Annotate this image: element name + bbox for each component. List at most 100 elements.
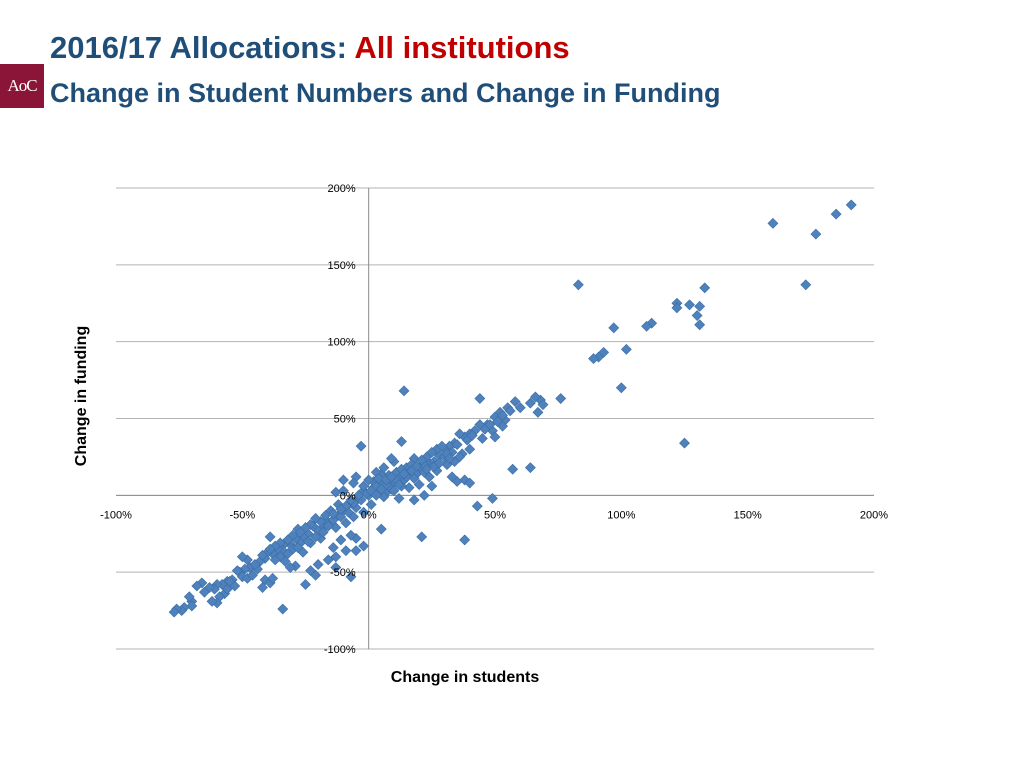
data-point — [284, 562, 296, 573]
aoc-logo: AoC — [0, 64, 44, 108]
data-point — [403, 482, 415, 494]
data-point — [615, 382, 627, 394]
data-point — [416, 531, 428, 543]
data-point — [186, 600, 198, 612]
data-point — [378, 462, 390, 474]
data-point — [484, 419, 496, 431]
tick-labels: -100% -50% 0% 50% 100% 150% 200% -100% -50% 0% 50%… — [100, 183, 888, 656]
data-point — [385, 453, 397, 464]
data-point — [363, 474, 375, 486]
data-point — [694, 319, 706, 331]
data-point — [454, 428, 466, 440]
data-point — [466, 429, 478, 441]
data-point — [691, 310, 703, 321]
data-point — [322, 554, 334, 566]
data-point — [454, 451, 466, 463]
data-point — [247, 569, 258, 581]
data-point — [694, 300, 706, 312]
data-point — [393, 479, 405, 491]
data-point — [684, 299, 695, 311]
data-point — [492, 416, 503, 427]
data-point — [322, 520, 334, 532]
data-point — [767, 217, 779, 229]
data-point — [282, 548, 294, 560]
data-point — [497, 410, 509, 421]
data-point — [317, 526, 329, 538]
data-point — [487, 492, 498, 504]
data-point — [310, 531, 322, 543]
data-point — [221, 583, 233, 595]
data-point — [398, 468, 410, 480]
data-point — [436, 440, 448, 452]
data-point — [524, 397, 536, 409]
data-point — [489, 431, 501, 443]
data-point — [236, 551, 248, 563]
data-point — [300, 579, 311, 590]
data-point — [398, 385, 410, 397]
data-point — [416, 454, 428, 466]
x-tick-label: -50% — [229, 509, 255, 521]
x-tick-label: -100% — [100, 509, 132, 521]
data-point — [358, 506, 370, 518]
data-point — [411, 460, 423, 472]
data-point — [446, 471, 458, 483]
data-point — [345, 571, 357, 583]
data-point — [671, 302, 683, 314]
data-point — [530, 391, 541, 403]
x-axis-title: Change in students — [391, 669, 540, 686]
data-point — [350, 545, 362, 557]
data-point — [433, 457, 445, 469]
data-point — [340, 545, 352, 557]
data-point — [418, 489, 430, 501]
data-point — [476, 433, 488, 444]
data-point — [471, 500, 483, 512]
data-point — [335, 511, 347, 523]
data-point — [337, 485, 349, 497]
y-tick-label: 150% — [328, 260, 356, 272]
data-point — [267, 572, 279, 584]
data-point — [388, 485, 400, 497]
data-point — [588, 353, 599, 364]
y-tick-label: 100% — [328, 337, 356, 349]
data-point — [310, 512, 322, 524]
x-tick-label: 200% — [860, 509, 888, 521]
data-point — [327, 508, 339, 520]
data-point — [509, 396, 521, 408]
y-tick-label: 50% — [334, 414, 356, 426]
data-point — [327, 514, 339, 526]
data-point — [327, 542, 339, 554]
data-point — [426, 480, 438, 492]
data-point — [269, 554, 281, 566]
data-point — [444, 453, 455, 464]
data-point — [199, 586, 210, 598]
data-point — [464, 443, 476, 455]
data-point — [358, 540, 370, 552]
data-point — [396, 436, 407, 447]
x-tick-label: 0% — [361, 509, 377, 521]
data-point — [555, 393, 567, 404]
data-point — [264, 531, 276, 543]
data-point — [330, 551, 342, 563]
y-tick-label: -50% — [330, 567, 356, 579]
data-point — [464, 477, 476, 489]
y-tick-label: 0% — [340, 490, 356, 502]
data-points — [168, 199, 857, 618]
data-point — [426, 446, 438, 458]
x-tick-label: 50% — [484, 509, 506, 521]
data-point — [353, 489, 364, 501]
data-point — [355, 440, 367, 452]
x-tick-label: 150% — [734, 509, 762, 521]
data-point — [537, 399, 549, 411]
data-point — [229, 580, 241, 592]
data-point — [459, 534, 471, 546]
data-point — [699, 282, 711, 294]
data-point — [191, 580, 203, 592]
data-point — [206, 595, 218, 607]
data-point — [413, 479, 425, 491]
data-point — [451, 439, 463, 451]
data-point — [370, 489, 382, 501]
page-title: 2016/17 Allocations: All institutions — [50, 30, 570, 66]
data-point — [264, 543, 276, 555]
data-point — [365, 499, 377, 510]
data-point — [641, 320, 653, 332]
